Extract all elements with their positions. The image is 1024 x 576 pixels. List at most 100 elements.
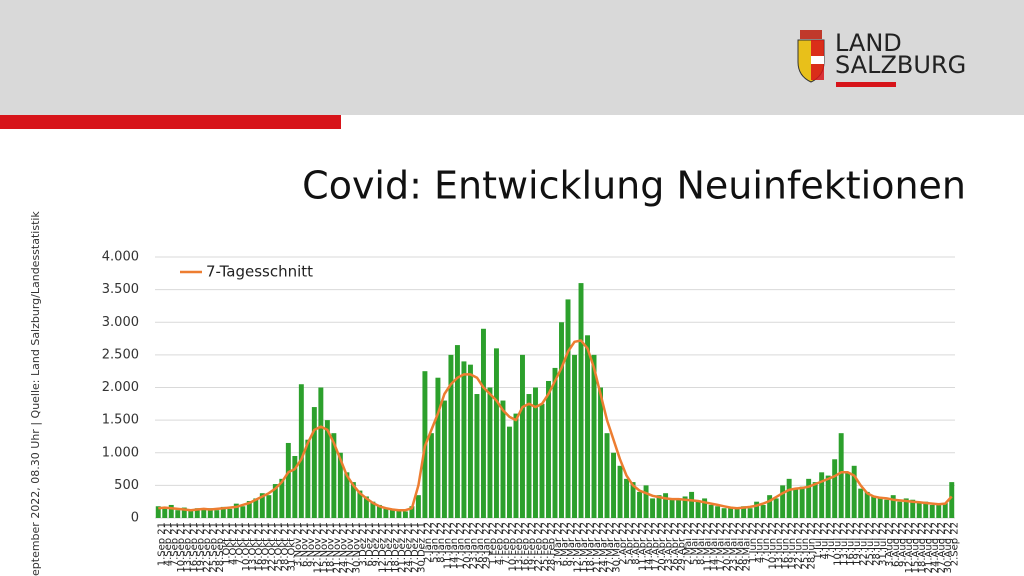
bar [578, 283, 584, 518]
bar [884, 499, 890, 518]
x-tick-label: 18.Aug 22 [917, 522, 928, 573]
bar [923, 501, 929, 518]
x-tick-label: 25.Sep 21 [208, 522, 219, 573]
bar [669, 498, 675, 518]
x-tick-label: 18.Mär 22 [586, 522, 597, 573]
x-tick-label: 2.Jän 22 [423, 522, 434, 563]
x-tick-label: 21.Dez 21 [397, 522, 408, 573]
bar [591, 354, 597, 518]
bar [572, 354, 577, 518]
x-tick-label: 11.Jän 22 [442, 522, 453, 569]
bar [910, 499, 916, 518]
bar [656, 495, 662, 518]
bar [890, 495, 896, 518]
bar [285, 442, 291, 518]
bar [467, 364, 473, 518]
bar [507, 426, 512, 518]
bar [389, 508, 395, 518]
red-bar [0, 115, 341, 129]
bar [214, 510, 220, 518]
x-tick-label: 2.Apr 22 [618, 522, 629, 565]
bar [350, 482, 356, 518]
x-tick-label: 23.Mai 22 [729, 522, 740, 571]
y-tick-label: 2.500 [102, 347, 139, 362]
x-tick-label: 13.Jul 22 [839, 522, 850, 566]
x-tick-label: 24.Aug 22 [930, 522, 941, 573]
bar [305, 439, 311, 518]
x-tick-label: 12.Mär 22 [573, 522, 584, 573]
bar [194, 508, 200, 518]
x-tick-label: 10.Okt 21 [241, 522, 252, 571]
bar [539, 403, 545, 518]
bar [598, 387, 603, 518]
bar [585, 335, 590, 518]
x-tick-label: 25.Jul 22 [865, 522, 876, 566]
x-tick-label: 14.Jän 22 [449, 522, 460, 569]
bar [715, 506, 721, 518]
bar [520, 354, 525, 518]
bar [949, 482, 955, 518]
bar [565, 299, 571, 518]
x-tick-label: 8.Apr 22 [631, 522, 642, 565]
x-tick-label: 7.Jul 22 [826, 522, 837, 560]
x-tick-label: 25.Okt 21 [273, 522, 284, 571]
x-tick-label: 15.Dez 21 [384, 522, 395, 573]
bar [253, 498, 259, 518]
x-tick-label: 29.Mai 22 [742, 522, 753, 571]
bar [877, 498, 883, 518]
x-tick-label: 28.Jul 22 [872, 522, 883, 566]
y-tick-label: 2.000 [102, 380, 139, 395]
bar [155, 506, 161, 518]
bar [663, 493, 669, 518]
x-tick-label: 29.Jän 22 [481, 522, 492, 569]
x-tick-label: 18.Nov 21 [325, 522, 336, 573]
bar [188, 510, 194, 518]
bar [454, 345, 460, 518]
x-tick-label: 23.Apr 22 [664, 522, 675, 571]
bar [676, 499, 682, 518]
bar [767, 495, 773, 518]
bar [819, 472, 825, 518]
x-tick-label: 3.Nov 21 [293, 522, 304, 567]
bar [311, 407, 317, 518]
header-band [0, 0, 1024, 115]
bar [897, 501, 903, 518]
bar [415, 495, 421, 518]
x-tick-label: 12.Nov 21 [312, 522, 323, 573]
x-tick-label: 21.Nov 21 [332, 522, 343, 573]
bar [942, 502, 948, 518]
x-tick-label: 3.Mär 22 [553, 522, 564, 566]
x-tick-label: 26.Apr 22 [670, 522, 681, 571]
bar [298, 384, 304, 518]
x-tick-label: 24.Mär 22 [599, 522, 610, 573]
bar [630, 482, 636, 518]
bar [604, 433, 610, 518]
bar [903, 498, 909, 518]
bar [240, 506, 246, 518]
bar [929, 504, 935, 518]
moving-average-line [158, 339, 953, 512]
bar [637, 491, 643, 518]
x-tick-label: 2.Mai 22 [683, 522, 694, 565]
x-tick-label: 18.Dez 21 [390, 522, 401, 573]
y-tick-label: 3.500 [102, 282, 139, 297]
bar [272, 484, 278, 518]
x-tick-label: 3.Dez 21 [358, 522, 369, 567]
bar [227, 508, 233, 518]
x-tick-label: 3.Aug 22 [885, 522, 896, 567]
x-tick-label: 22.Okt 21 [267, 522, 278, 571]
bar [533, 387, 538, 518]
bar [409, 506, 415, 518]
bar [760, 504, 766, 518]
bar [331, 433, 337, 518]
x-tick-label: 16.Okt 21 [254, 522, 265, 571]
x-tick-label: 14.Apr 22 [644, 522, 655, 571]
x-tick-label: 1.Sep 21 [156, 522, 167, 566]
bar [480, 328, 486, 518]
x-tick-label: 7.Okt 21 [234, 522, 245, 565]
bar [246, 501, 252, 518]
x-tick-label: 20.Apr 22 [657, 522, 668, 571]
bar [344, 472, 350, 518]
bar [559, 322, 564, 518]
